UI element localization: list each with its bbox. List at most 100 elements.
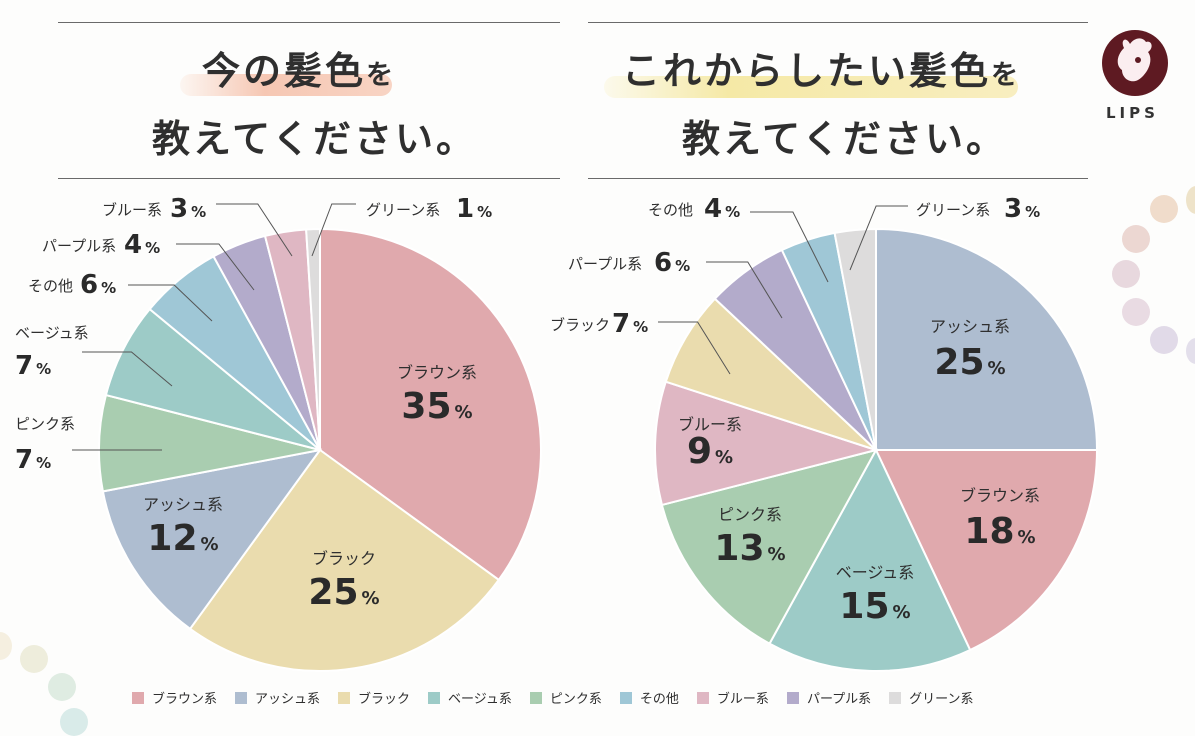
legend-label: ブラック: [358, 692, 411, 707]
left-title-line1: 今の髪色を: [202, 49, 397, 93]
legend-swatch: [889, 691, 902, 704]
pie-slice: [305, 227, 321, 451]
legend-item: その他: [619, 688, 679, 707]
legend-swatch: [529, 691, 542, 704]
lips-logo-icon: [1102, 30, 1168, 96]
legend-swatch: [786, 691, 799, 704]
legend-label: その他: [639, 692, 679, 707]
decor-dot: [1186, 186, 1195, 214]
left-top-rule: [58, 22, 560, 23]
legend: ブラウン系 アッシュ系 ブラック ベージュ系 ピンク系 その他 ブルー系 パープル系 グリーン系: [132, 688, 992, 707]
left-title-line2: 教えてください。: [152, 117, 477, 161]
right-title-line2: 教えてください。: [682, 117, 1007, 161]
pie-slice: [768, 447, 972, 672]
slice-value: 1%: [456, 194, 492, 224]
slice-label: ブラック: [312, 549, 376, 568]
legend-item: ベージュ系: [428, 688, 512, 707]
decor-dot: [1150, 326, 1178, 354]
slice-label: ピンク系: [15, 415, 75, 433]
legend-swatch: [696, 691, 709, 704]
leader-line: [128, 284, 213, 322]
slice-label: ブラック: [550, 316, 610, 334]
slice-label: ブルー系: [102, 201, 162, 219]
legend-label: パープル系: [806, 692, 872, 707]
leader-line: [849, 205, 908, 271]
slice-value: 6%: [80, 270, 116, 300]
slice-value: 7%: [612, 309, 648, 339]
decor-dot: [1150, 195, 1178, 223]
leader-line: [176, 243, 255, 291]
legend-label: アッシュ系: [255, 692, 321, 707]
slice-label: ブラウン系: [397, 363, 477, 382]
pie-slice: [101, 448, 323, 631]
pie-slice: [874, 449, 1099, 652]
legend-swatch: [132, 691, 144, 704]
slice-label: その他: [648, 201, 693, 219]
decor-dot: [20, 645, 48, 673]
left-bottom-rule: [58, 178, 560, 179]
right-title-line1: これからしたい髪色を: [622, 49, 1022, 93]
decor-dot: [1186, 338, 1195, 364]
legend-swatch: [619, 691, 632, 704]
legend-label: グリーン系: [909, 692, 974, 707]
slice-label: その他: [28, 277, 73, 295]
legend-swatch: [428, 691, 441, 704]
legend-item: パープル系: [786, 688, 872, 707]
slice-label: パープル系: [568, 255, 642, 273]
slice-label: ブラウン系: [960, 486, 1040, 505]
slice-label: ベージュ系: [15, 324, 89, 342]
slice-value: 7%: [15, 445, 51, 475]
pie-slice: [654, 380, 880, 507]
slice-value: 6%: [654, 248, 690, 278]
leader-line: [82, 351, 173, 387]
slice-label: ベージュ系: [836, 563, 915, 582]
right-title-highlight: [604, 76, 1018, 98]
legend-item: ピンク系: [529, 688, 602, 707]
legend-label: ブラウン系: [152, 692, 218, 707]
right-bottom-rule: [588, 178, 1088, 179]
leader-line: [658, 321, 731, 375]
legend-swatch: [235, 691, 248, 704]
slice-value: 7%: [15, 351, 51, 381]
slice-label: ブルー系: [678, 415, 742, 434]
lips-logo-text: LIPS: [1106, 104, 1159, 122]
right-top-rule: [588, 22, 1088, 23]
decor-dot: [1122, 225, 1150, 253]
pie-slice: [660, 448, 878, 646]
decor-dot: [48, 673, 76, 701]
pie-slice: [833, 227, 877, 451]
slice-value: 3%: [1004, 194, 1040, 224]
slice-value: 12%: [147, 518, 218, 559]
slice-label: アッシュ系: [143, 495, 223, 514]
legend-swatch: [338, 691, 351, 704]
decor-dot: [0, 632, 12, 660]
leader-line: [750, 211, 829, 283]
slice-label: グリーン系: [916, 201, 990, 219]
slice-value: 4%: [704, 194, 740, 224]
leader-line: [311, 203, 356, 257]
leader-line: [706, 261, 783, 319]
decor-dot: [1122, 298, 1150, 326]
left-title-highlight: [180, 74, 392, 96]
legend-label: ブルー系: [716, 692, 769, 707]
slice-value: 4%: [124, 230, 160, 260]
pie-slice: [188, 448, 501, 672]
legend-item: グリーン系: [889, 688, 974, 707]
legend-item: アッシュ系: [235, 688, 320, 707]
pie-slice: [319, 227, 542, 582]
slice-label: パープル系: [42, 237, 116, 255]
slice-label: グリーン系: [366, 201, 440, 219]
leader-line: [216, 203, 293, 257]
slice-label: アッシュ系: [930, 317, 1010, 336]
slice-label: ピンク系: [718, 505, 782, 524]
legend-item: ブラック: [338, 688, 410, 707]
slice-value: 3%: [170, 194, 206, 224]
legend-item: ブルー系: [696, 688, 769, 707]
legend-item: ブラウン系: [132, 688, 217, 707]
legend-label: ベージュ系: [448, 692, 512, 707]
pie-slice: [875, 227, 1099, 451]
legend-label: ピンク系: [549, 692, 602, 707]
